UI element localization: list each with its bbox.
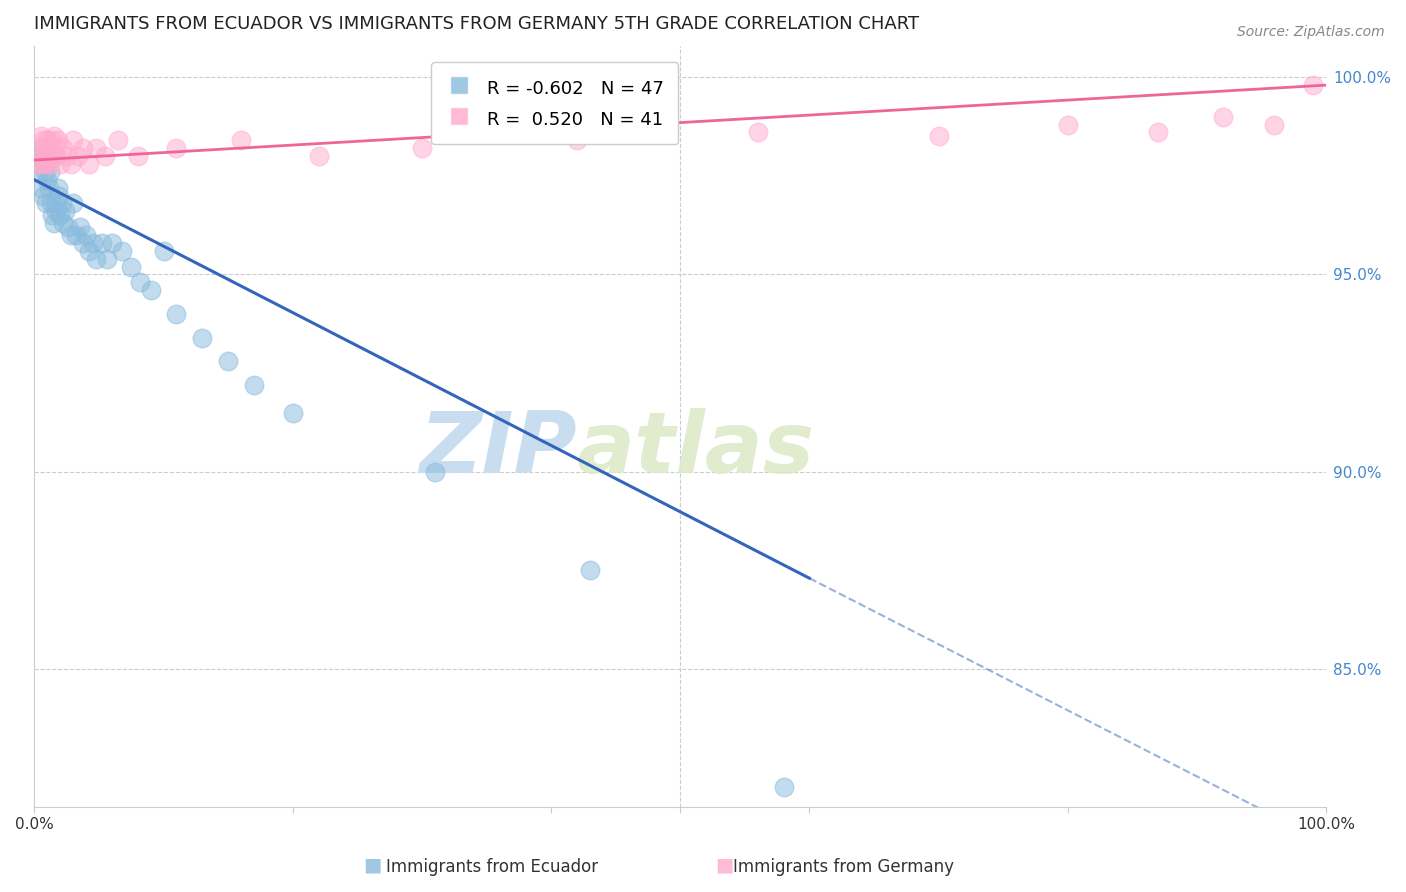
Point — [62, 133, 84, 147]
Point — [1056, 118, 1078, 132]
Point — [120, 260, 142, 274]
Point — [42, 129, 65, 144]
Point — [53, 204, 76, 219]
Point — [48, 188, 70, 202]
Point — [111, 244, 134, 258]
Point — [28, 149, 51, 163]
Point — [229, 133, 252, 147]
Point — [32, 188, 55, 202]
Point — [37, 173, 59, 187]
Point — [49, 208, 72, 222]
Point — [243, 378, 266, 392]
Point — [423, 465, 446, 479]
Point — [55, 149, 77, 163]
Point — [37, 133, 59, 147]
Point — [139, 283, 162, 297]
Point — [72, 235, 94, 250]
Point — [27, 165, 49, 179]
Point — [1212, 110, 1234, 124]
Point — [101, 235, 124, 250]
Text: atlas: atlas — [576, 408, 815, 491]
Point — [25, 157, 48, 171]
Point — [86, 252, 108, 266]
Point — [49, 157, 72, 171]
Point — [90, 235, 112, 250]
Point — [82, 235, 104, 250]
Point — [44, 196, 66, 211]
Text: IMMIGRANTS FROM ECUADOR VS IMMIGRANTS FROM GERMANY 5TH GRADE CORRELATION CHART: IMMIGRANTS FROM ECUADOR VS IMMIGRANTS FR… — [34, 15, 920, 33]
Point — [217, 354, 239, 368]
Point — [38, 149, 60, 163]
Point — [41, 149, 63, 163]
Point — [52, 216, 75, 230]
Point — [747, 125, 769, 139]
Point — [39, 196, 62, 211]
Point — [38, 165, 60, 179]
Text: Source: ZipAtlas.com: Source: ZipAtlas.com — [1237, 25, 1385, 39]
Point — [166, 141, 188, 155]
Point — [35, 196, 58, 211]
Point — [31, 157, 53, 171]
Point — [38, 180, 60, 194]
Text: Immigrants from Germany: Immigrants from Germany — [733, 858, 955, 876]
Point — [191, 330, 214, 344]
Point — [62, 196, 84, 211]
Point — [52, 141, 75, 155]
Point — [27, 141, 49, 155]
Point — [65, 227, 87, 242]
Point — [34, 165, 56, 179]
Point — [30, 180, 52, 194]
Point — [86, 141, 108, 155]
Point — [44, 141, 66, 155]
Point — [28, 149, 51, 163]
Point — [69, 220, 91, 235]
Point — [42, 216, 65, 230]
Point — [1147, 125, 1170, 139]
Point — [35, 157, 58, 171]
Point — [34, 149, 56, 163]
Legend: R = -0.602   N = 47, R =  0.520   N = 41: R = -0.602 N = 47, R = 0.520 N = 41 — [430, 62, 678, 145]
Point — [77, 157, 100, 171]
Point — [39, 133, 62, 147]
Point — [565, 133, 588, 147]
Point — [59, 227, 82, 242]
Point — [45, 204, 67, 219]
Point — [1302, 78, 1324, 92]
Point — [72, 141, 94, 155]
Point — [578, 563, 600, 577]
Point — [94, 149, 117, 163]
Point — [41, 208, 63, 222]
Point — [96, 252, 118, 266]
Text: Immigrants from Ecuador: Immigrants from Ecuador — [387, 858, 598, 876]
Point — [107, 133, 129, 147]
Text: ■: ■ — [363, 855, 382, 874]
Point — [928, 129, 950, 144]
Point — [59, 157, 82, 171]
Point — [281, 405, 304, 419]
Point — [772, 780, 794, 795]
Point — [46, 180, 69, 194]
Point — [45, 149, 67, 163]
Point — [308, 149, 330, 163]
Point — [1263, 118, 1285, 132]
Point — [38, 157, 60, 171]
Point — [411, 141, 433, 155]
Text: ■: ■ — [714, 855, 734, 874]
Point — [166, 307, 188, 321]
Point — [152, 244, 174, 258]
Point — [67, 149, 90, 163]
Point — [32, 133, 55, 147]
Point — [46, 133, 69, 147]
Point — [51, 196, 73, 211]
Point — [77, 244, 100, 258]
Point — [31, 141, 53, 155]
Point — [75, 227, 97, 242]
Text: ZIP: ZIP — [419, 408, 576, 491]
Point — [129, 276, 152, 290]
Point — [56, 220, 79, 235]
Point — [127, 149, 149, 163]
Point — [30, 129, 52, 144]
